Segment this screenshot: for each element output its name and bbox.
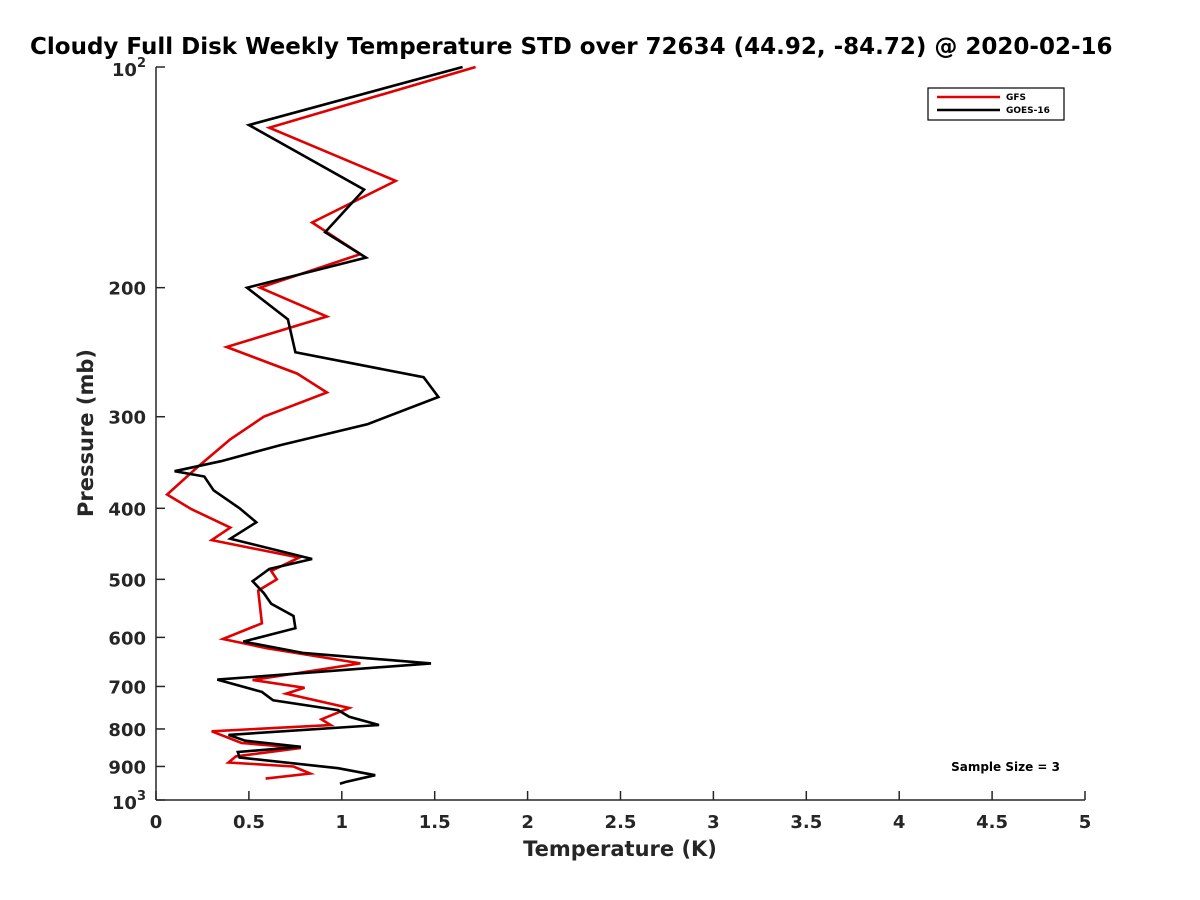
sample-size-annotation: Sample Size = 3 [951, 760, 1060, 774]
x-tick-label: 3 [707, 812, 720, 833]
x-tick-label: 4.5 [976, 812, 1008, 833]
plot-area [164, 65, 476, 785]
y-axis-label: Pressure (mb) [74, 349, 98, 517]
series-line-gfs [164, 65, 476, 780]
legend-box [927, 87, 1065, 121]
chart-title: Cloudy Full Disk Weekly Temperature STD … [30, 34, 1113, 60]
x-tick-label: 0.5 [233, 812, 265, 833]
x-tick-label: 2.5 [605, 812, 637, 833]
y-tick-label: 500 [108, 570, 146, 591]
x-axis-label: Temperature (K) [523, 837, 717, 861]
x-tick-label: 2 [521, 812, 534, 833]
y-tick-label: 300 [108, 408, 146, 429]
x-tick-label: 3.5 [790, 812, 822, 833]
legend-label: GFS [1006, 93, 1026, 103]
series-line-goes-16 [174, 65, 463, 785]
y-tick-label: 600 [108, 628, 146, 649]
legend: GFS GOES-16 [927, 87, 1065, 121]
axes: 0 0.5 1 1.5 2 2.5 3 3.5 4 4.5 5 102 200 300 400 500 600 7… [108, 56, 1091, 833]
x-tick-label: 1 [336, 812, 349, 833]
x-tick-label: 1.5 [419, 812, 451, 833]
y-tick-label: 102 [112, 56, 146, 81]
y-tick-label: 400 [108, 499, 146, 520]
x-tick-label: 4 [893, 812, 906, 833]
y-tick-label: 800 [108, 720, 146, 741]
legend-label: GOES-16 [1006, 106, 1050, 116]
y-tick-label: 200 [108, 279, 146, 300]
y-tick-label: 103 [112, 789, 146, 814]
y-tick-label: 900 [108, 757, 146, 778]
x-tick-label: 0 [150, 812, 163, 833]
x-tick-label: 5 [1079, 812, 1092, 833]
y-tick-label: 700 [108, 677, 146, 698]
